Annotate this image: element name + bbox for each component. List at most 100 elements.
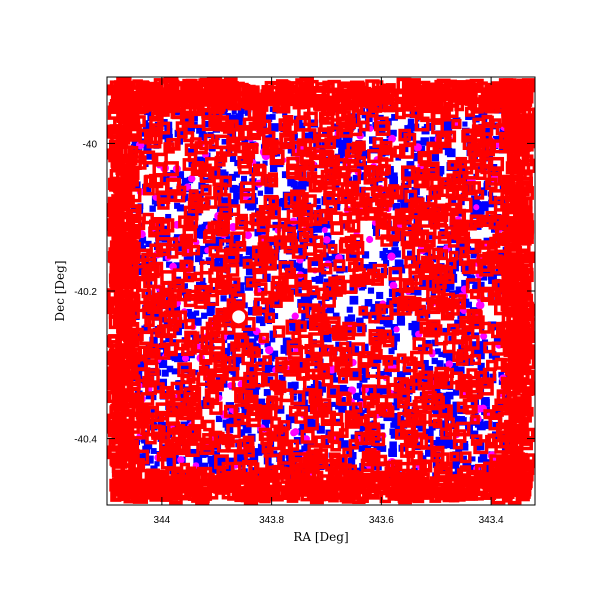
- red-point: [308, 179, 322, 193]
- red-point: [124, 306, 135, 317]
- blue-point: [219, 261, 226, 268]
- blue-point: [433, 387, 441, 395]
- red-point: [350, 83, 365, 98]
- blue-point: [382, 247, 388, 253]
- red-point: [516, 248, 528, 259]
- red-point: [409, 482, 420, 492]
- red-point: [291, 244, 307, 259]
- blue-point: [303, 178, 312, 187]
- blue-point: [161, 176, 169, 184]
- red-point: [277, 428, 289, 440]
- red-point: [111, 159, 122, 170]
- red-point: [394, 208, 406, 220]
- blue-point: [231, 355, 241, 365]
- red-point: [398, 278, 414, 293]
- red-point: [490, 81, 502, 92]
- red-point: [483, 409, 494, 420]
- magenta-point: [393, 326, 400, 333]
- red-point: [440, 177, 453, 190]
- red-point: [370, 346, 382, 358]
- blue-point: [494, 408, 502, 415]
- red-point: [213, 182, 228, 197]
- blue-point: [291, 395, 297, 401]
- red-point: [118, 271, 131, 284]
- red-point: [109, 307, 120, 319]
- red-point: [358, 306, 369, 316]
- blue-point: [348, 252, 357, 261]
- red-point: [227, 96, 242, 111]
- blue-point: [426, 429, 434, 437]
- red-point: [381, 140, 393, 153]
- red-point: [289, 482, 303, 496]
- blue-point: [391, 172, 398, 180]
- red-point: [461, 337, 473, 349]
- red-point: [268, 291, 279, 302]
- blue-point: [163, 318, 172, 327]
- red-point: [470, 315, 485, 330]
- red-point: [374, 470, 386, 482]
- blue-point: [176, 353, 186, 362]
- red-point: [284, 267, 297, 279]
- blue-point: [383, 319, 390, 327]
- blue-point: [233, 171, 240, 178]
- red-point: [236, 82, 249, 95]
- blue-point: [235, 113, 244, 122]
- blue-point: [293, 262, 303, 272]
- red-point: [406, 79, 417, 90]
- red-point: [159, 446, 171, 457]
- red-point: [252, 110, 265, 123]
- blue-point: [471, 412, 477, 418]
- red-point: [157, 121, 171, 135]
- blue-point: [443, 125, 452, 134]
- red-point: [151, 83, 164, 96]
- blue-point: [356, 382, 363, 389]
- red-point: [448, 250, 459, 261]
- red-point: [113, 91, 126, 103]
- red-point: [410, 350, 424, 365]
- red-point: [384, 356, 400, 372]
- red-point: [481, 240, 491, 250]
- blue-point: [166, 365, 174, 373]
- red-point: [126, 249, 141, 264]
- red-point: [362, 481, 375, 494]
- red-point: [479, 157, 492, 169]
- red-point: [403, 486, 416, 499]
- red-point: [148, 130, 163, 145]
- red-point: [209, 277, 225, 294]
- red-point: [321, 293, 336, 308]
- blue-point: [335, 403, 342, 410]
- blue-point: [215, 415, 223, 423]
- red-point: [485, 177, 498, 191]
- red-point: [426, 141, 440, 155]
- red-point: [455, 185, 469, 198]
- red-point: [190, 92, 201, 103]
- blue-point: [414, 288, 422, 296]
- red-point: [148, 261, 164, 277]
- red-point: [375, 394, 389, 408]
- blue-point: [428, 423, 436, 431]
- red-point: [210, 327, 221, 338]
- red-point: [125, 439, 139, 454]
- blue-point: [440, 396, 450, 405]
- blue-point: [199, 225, 205, 232]
- blue-point: [241, 175, 248, 182]
- red-point: [226, 263, 240, 277]
- red-point: [281, 289, 294, 302]
- red-point: [321, 263, 333, 275]
- blue-point: [342, 129, 350, 137]
- blue-point: [299, 423, 307, 431]
- blue-point: [190, 189, 198, 198]
- blue-point: [450, 362, 459, 371]
- red-point: [141, 150, 156, 165]
- red-point: [295, 320, 307, 333]
- blue-point: [237, 429, 246, 437]
- blue-point: [407, 118, 415, 125]
- red-point: [108, 437, 123, 452]
- red-point: [409, 296, 422, 309]
- blue-point: [243, 438, 252, 448]
- red-point: [333, 259, 346, 272]
- blue-point: [254, 448, 263, 456]
- blue-point: [458, 417, 467, 426]
- blue-point: [269, 164, 278, 173]
- blue-point: [357, 325, 365, 333]
